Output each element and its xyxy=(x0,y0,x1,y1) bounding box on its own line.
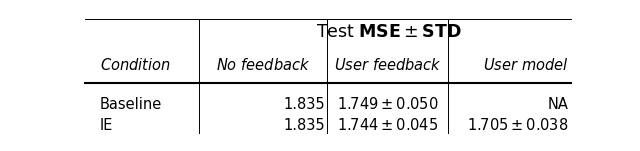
Text: $\mathit{Condition}$: $\mathit{Condition}$ xyxy=(100,57,171,73)
Text: Test $\mathbf{MSE} \pm \mathbf{STD}$: Test $\mathbf{MSE} \pm \mathbf{STD}$ xyxy=(316,23,461,41)
Text: $\mathit{User\ model}$: $\mathit{User\ model}$ xyxy=(483,57,568,73)
Text: $\mathit{User\ feedback}$: $\mathit{User\ feedback}$ xyxy=(333,57,442,73)
Text: NA: NA xyxy=(548,97,568,112)
Text: 1.835: 1.835 xyxy=(284,118,326,133)
Text: $1.744 \pm 0.045$: $1.744 \pm 0.045$ xyxy=(337,117,438,133)
Text: $1.749 \pm 0.050$: $1.749 \pm 0.050$ xyxy=(337,96,438,112)
Text: IE: IE xyxy=(100,118,113,133)
Text: Baseline: Baseline xyxy=(100,97,162,112)
Text: $\mathit{No\ feedback}$: $\mathit{No\ feedback}$ xyxy=(216,57,310,73)
Text: $1.705 \pm 0.038$: $1.705 \pm 0.038$ xyxy=(467,117,568,133)
Text: 1.835: 1.835 xyxy=(284,97,326,112)
